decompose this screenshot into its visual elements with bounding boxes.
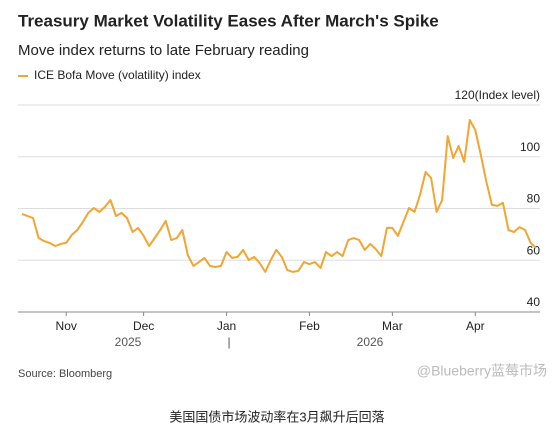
- x-tick-label: Nov: [56, 319, 77, 333]
- year-separator: |: [227, 335, 230, 349]
- year-label: 2026: [357, 335, 384, 349]
- data-line: [21, 119, 537, 273]
- x-tick-label: Apr: [466, 319, 485, 333]
- watermark: @Blueberry蓝莓市场: [417, 363, 547, 379]
- y-tick-label: 100: [520, 140, 540, 154]
- caption: 美国国债市场波动率在3月飙升后回落: [169, 409, 384, 424]
- chart-title: Treasury Market Volatility Eases After M…: [18, 11, 439, 30]
- x-tick-label: Jan: [217, 319, 236, 333]
- legend-label: ICE Bofa Move (volatility) index: [34, 68, 201, 82]
- year-label: 2025: [115, 335, 142, 349]
- source: Source: Bloomberg: [18, 368, 112, 380]
- x-tick-label: Feb: [299, 319, 320, 333]
- chart-subtitle: Move index returns to late February read…: [18, 42, 309, 59]
- y-tick-label: 120(Index level): [455, 88, 540, 102]
- y-tick-label: 60: [527, 243, 541, 257]
- y-tick-label: 80: [527, 192, 541, 206]
- y-tick-label: 40: [527, 295, 541, 309]
- x-tick-label: Dec: [133, 319, 154, 333]
- x-tick-label: Mar: [382, 319, 403, 333]
